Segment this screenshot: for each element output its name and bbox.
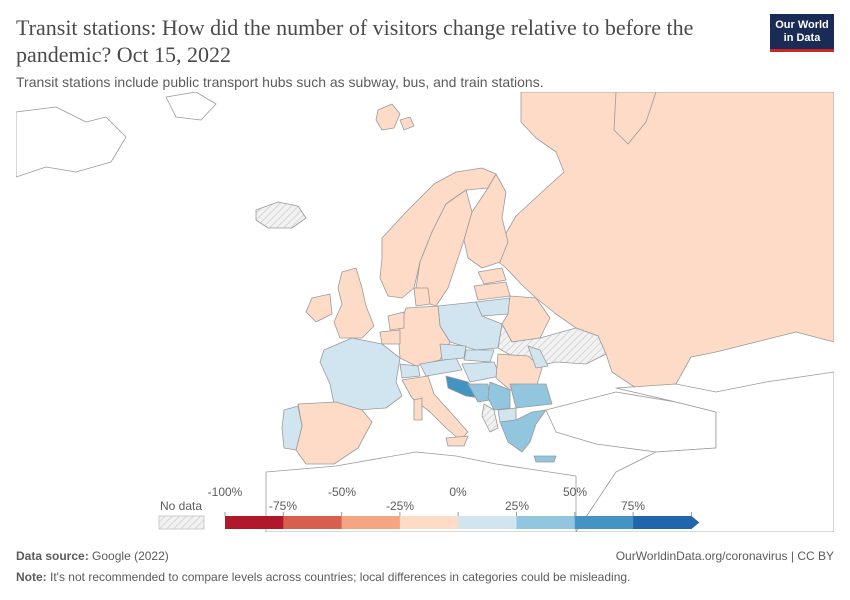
region-latvia[interactable] — [473, 281, 511, 301]
region-uk[interactable] — [333, 267, 375, 339]
legend-bin-0 — [225, 516, 284, 529]
region-montenegro-albania[interactable] — [481, 403, 499, 433]
owid-logo[interactable]: Our World in Data — [770, 14, 834, 52]
region-netherlands[interactable] — [387, 311, 405, 331]
region-svalbard-east[interactable] — [399, 116, 415, 131]
legend-tick--100: -100% — [208, 485, 243, 499]
region-portugal[interactable] — [281, 405, 303, 451]
legend-tick-75: 75% — [621, 499, 645, 513]
region-belgium[interactable] — [379, 329, 401, 345]
region-slovakia[interactable] — [463, 349, 495, 363]
chart-subtitle: Transit stations include public transpor… — [16, 74, 544, 90]
legend-tick-0: 0% — [449, 485, 467, 499]
legend-bin-7 — [633, 516, 692, 529]
legend-tick--25: -25% — [386, 499, 414, 513]
region-finland[interactable] — [463, 173, 509, 269]
logo-line-1: Our World — [775, 19, 829, 31]
note-label: Note: — [16, 570, 47, 584]
region-denmark[interactable] — [413, 287, 431, 307]
region-moldova[interactable] — [527, 345, 549, 369]
legend-tick-25: 25% — [505, 499, 529, 513]
region-russia[interactable] — [495, 92, 834, 389]
legend-arrow — [691, 516, 700, 529]
map-legend: No data -100% -50% 0% 50% -75% -25% 25% … — [158, 485, 700, 530]
region-svalbard[interactable] — [375, 103, 401, 131]
europe-map[interactable]: No data -100% -50% 0% 50% -75% -25% 25% … — [16, 92, 834, 532]
region-czechia[interactable] — [439, 343, 467, 361]
legend-tick-labels: -100% -50% 0% 50% -75% -25% 25% 75% — [208, 485, 646, 513]
region-spain[interactable] — [295, 401, 373, 465]
legend-no-data-swatch — [158, 515, 205, 530]
logo-line-2: in Data — [783, 32, 821, 44]
region-ireland[interactable] — [305, 293, 333, 323]
region-caucasus-middle-east[interactable] — [575, 371, 834, 532]
region-bulgaria[interactable] — [509, 383, 553, 409]
legend-bin-1 — [283, 516, 342, 529]
region-crete[interactable] — [533, 455, 557, 463]
legend-bin-2 — [341, 516, 401, 529]
legend-bin-5 — [516, 516, 576, 529]
region-north-macedonia[interactable] — [497, 407, 517, 423]
legend-bin-6 — [574, 516, 634, 529]
region-switzerland[interactable] — [399, 363, 421, 379]
source-value[interactable]: Google (2022) — [92, 549, 169, 563]
legend-tick--50: -50% — [328, 485, 356, 499]
region-france[interactable] — [319, 337, 403, 411]
legend-bin-3 — [399, 516, 459, 529]
legend-bin-4 — [458, 516, 517, 529]
region-estonia[interactable] — [477, 267, 507, 285]
legend-no-data-label: No data — [160, 499, 202, 513]
region-novaya-zemlya[interactable] — [613, 92, 657, 145]
region-north-islands[interactable] — [165, 92, 217, 121]
legend-tick--75: -75% — [269, 499, 297, 513]
region-greenland[interactable] — [16, 106, 127, 178]
region-greece[interactable] — [499, 409, 547, 453]
region-sardinia[interactable] — [413, 397, 423, 421]
region-slovenia-croatia[interactable] — [445, 375, 481, 399]
chart-note: Note: It's not recommended to compare le… — [16, 570, 630, 584]
region-sweden[interactable] — [415, 189, 473, 307]
chart-title: Transit stations: How did the number of … — [16, 15, 694, 67]
legend-tick-50: 50% — [563, 485, 587, 499]
owid-url[interactable]: OurWorldinData.org/coronavirus | CC BY — [615, 549, 834, 563]
region-serbia[interactable] — [487, 381, 511, 411]
region-sicily[interactable] — [445, 435, 469, 447]
region-north-africa[interactable] — [265, 451, 577, 532]
source-label: Data source: — [16, 549, 89, 563]
note-value: It's not recommended to compare levels a… — [50, 570, 631, 584]
legend-color-bins — [224, 512, 700, 529]
data-source: Data source: Google (2022) — [16, 549, 169, 563]
region-hungary[interactable] — [461, 361, 501, 383]
region-iceland[interactable] — [255, 201, 307, 229]
